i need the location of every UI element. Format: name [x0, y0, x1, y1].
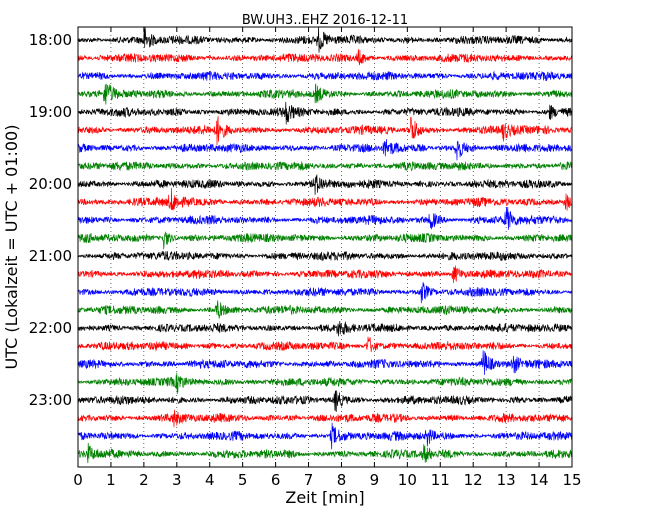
trace-2130 [77, 282, 573, 304]
x-tick-label: 13 [497, 471, 516, 489]
trace-2315 [77, 409, 573, 428]
trace-2045 [77, 231, 573, 250]
x-tick-label: 1 [106, 471, 116, 489]
trace-2330 [77, 422, 573, 450]
trace-2000 [77, 174, 573, 195]
trace-2345 [77, 442, 573, 464]
plot-frame [77, 26, 573, 468]
trace-2100 [77, 250, 573, 262]
trace-1800 [77, 26, 573, 53]
x-tick-label: 6 [271, 471, 281, 489]
y-tick-label: 22:00 [29, 319, 72, 337]
trace-2230 [77, 350, 573, 375]
x-tick-label: 5 [238, 471, 248, 489]
x-tick-label: 11 [431, 471, 450, 489]
trace-1945 [77, 161, 573, 172]
trace-2145 [77, 300, 573, 319]
x-axis-label: Zeit [min] [285, 488, 364, 507]
trace-2015 [77, 187, 573, 211]
trace-2200 [77, 320, 573, 337]
x-tick-label: 8 [337, 471, 347, 489]
y-tick-label: 23:00 [29, 391, 72, 409]
y-tick-label: 20:00 [29, 175, 72, 193]
x-tick-label: 9 [370, 471, 380, 489]
trace-2245 [77, 372, 573, 395]
trace-2300 [77, 390, 573, 413]
trace-2115 [77, 265, 573, 284]
trace-2215 [77, 336, 573, 353]
trace-1815 [77, 49, 573, 66]
x-tick-label: 10 [398, 471, 417, 489]
x-tick-label: 4 [205, 471, 215, 489]
trace-1830 [77, 70, 573, 82]
trace-1845 [77, 83, 573, 105]
x-axis-ticks: 0 1 2 3 4 5 6 7 8 9 10 11 12 13 14 15 [73, 27, 582, 489]
y-axis-ticks: 18:00 19:00 20:00 21:00 22:00 23:00 [29, 31, 572, 409]
seismic-traces [77, 26, 573, 464]
y-tick-label: 21:00 [29, 247, 72, 265]
x-tick-label: 3 [172, 471, 182, 489]
x-tick-label: 14 [530, 471, 549, 489]
y-axis-label: UTC (Lokalzeit = UTC + 01:00) [2, 125, 21, 370]
y-tick-label: 19:00 [29, 103, 72, 121]
x-tick-label: 2 [139, 471, 149, 489]
trace-2030 [77, 206, 573, 230]
grid-lines [110, 27, 540, 467]
x-tick-label: 7 [304, 471, 314, 489]
y-tick-label: 18:00 [29, 31, 72, 49]
trace-1930 [77, 139, 573, 161]
chart-title: BW.UH3..EHZ 2016-12-11 [242, 13, 408, 28]
x-tick-label: 12 [464, 471, 483, 489]
trace-1915 [77, 115, 573, 146]
trace-1900 [77, 101, 573, 125]
x-tick-label: 15 [562, 471, 581, 489]
x-tick-label: 0 [73, 471, 83, 489]
